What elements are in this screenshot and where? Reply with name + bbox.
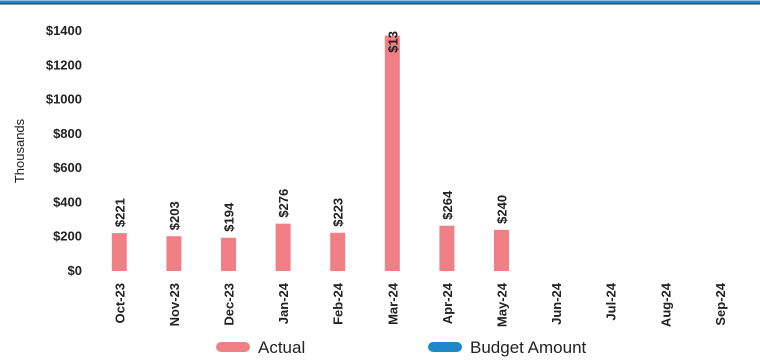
x-tick-label: Nov-23	[167, 283, 182, 326]
bar-oct-23	[111, 233, 127, 271]
bar-mar-24	[384, 35, 400, 271]
x-tick-label: Aug-24	[658, 282, 673, 327]
bar-feb-24	[330, 232, 346, 271]
y-tick-label: $1400	[46, 23, 82, 38]
y-tick-label: $200	[53, 229, 82, 244]
bar-jan-24	[275, 223, 291, 271]
bar-dec-23	[221, 237, 236, 271]
data-label: $13	[385, 31, 400, 53]
x-tick-label: Feb-24	[331, 282, 346, 325]
x-tick-label: Oct-23	[112, 283, 127, 323]
x-tick-label: Mar-24	[385, 282, 400, 325]
legend-swatch	[216, 342, 250, 352]
x-tick-label: Jun-24	[549, 282, 564, 325]
x-tick-label: Jan-24	[276, 282, 291, 324]
y-tick-label: $1200	[46, 57, 82, 72]
legend-label: Actual	[258, 338, 305, 357]
x-tick-label: Dec-23	[222, 283, 237, 326]
x-axis: Oct-23 Nov-23 Dec-23 Jan-24 Feb-24 Mar-24 Apr-…	[112, 282, 728, 327]
data-label: $276	[276, 189, 291, 218]
data-label: $194	[222, 202, 237, 232]
legend-swatch	[428, 342, 462, 352]
bar-may-24	[494, 229, 509, 271]
bar-apr-24	[439, 225, 455, 271]
x-tick-label: May-24	[495, 282, 510, 327]
y-tick-label: $800	[53, 126, 82, 141]
data-label: $221	[112, 198, 127, 227]
bars: $221 $203 $194 $276 $223 $13 $264 $240	[111, 31, 510, 271]
y-tick-label: $400	[53, 194, 82, 209]
legend: Actual Budget Amount	[216, 338, 587, 357]
legend-label: Budget Amount	[470, 338, 587, 357]
y-tick-label: $1000	[46, 92, 82, 107]
x-tick-label: Jul-24	[604, 282, 619, 320]
x-tick-label: Apr-24	[440, 282, 455, 324]
y-tick-label: $0	[68, 263, 82, 278]
y-axis-title: Thousands	[12, 118, 27, 183]
data-label: $240	[495, 195, 510, 224]
y-axis: $0 $200 $400 $600 $800 $1000 $1200 $1400 Thousan…	[12, 23, 82, 278]
data-label: $264	[440, 190, 455, 220]
data-label: $203	[167, 201, 182, 230]
x-tick-label: Sep-24	[713, 282, 728, 325]
data-label: $223	[331, 198, 346, 227]
bar-nov-23	[166, 236, 182, 271]
y-tick-label: $600	[53, 160, 82, 175]
